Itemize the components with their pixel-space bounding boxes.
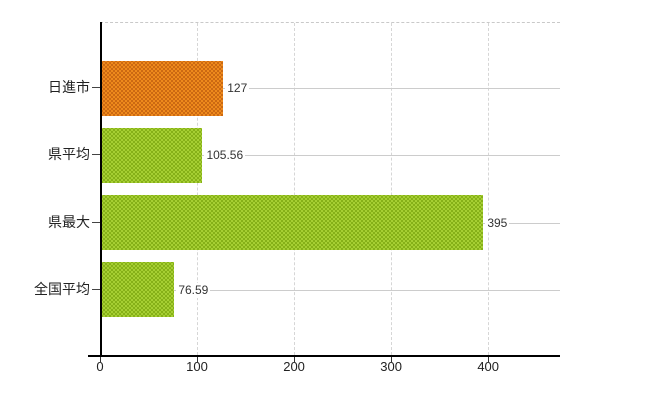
category-tick-県平均 [92, 154, 100, 156]
value-label-日進市: 127 [225, 81, 250, 96]
x-axis-tick-label-100: 100 [186, 359, 208, 374]
x-axis-tick-200 [294, 357, 296, 362]
x-axis-tick-label-400: 400 [477, 359, 500, 374]
category-label-県平均: 県平均 [48, 146, 90, 163]
bar-日進市 [100, 60, 224, 116]
category-label-日進市: 日進市 [48, 79, 90, 95]
bar-県最大 [100, 195, 484, 251]
bar-県平均 [100, 127, 203, 183]
bar-全国平均 [100, 262, 175, 318]
category-label-県最大: 県最大 [48, 213, 90, 230]
category-label-全国平均: 全国平均 [34, 280, 90, 297]
category-tick-全国平均 [92, 288, 100, 290]
category-gridline [100, 155, 560, 157]
plot-area: 127 105.56 395 76.59 [100, 22, 560, 355]
x-axis-tick-100 [197, 357, 199, 362]
x-axis-line [88, 355, 560, 357]
x-axis-tick-label-200: 200 [283, 359, 305, 374]
y-axis-line [100, 22, 102, 355]
gridline-x-200 [294, 23, 296, 355]
value-label-全国平均: 76.59 [176, 282, 211, 298]
x-axis-tick-0 [100, 357, 101, 362]
x-axis-tick-300 [391, 357, 393, 362]
gridline-x-300 [391, 23, 393, 355]
x-axis-tick-label-0: 0 [96, 359, 104, 374]
x-axis-tick-label-300: 300 [380, 359, 402, 374]
gridline-x-400 [488, 23, 490, 355]
category-tick-県最大 [92, 221, 100, 223]
gridline-x-100 [197, 23, 199, 355]
value-label-県平均: 105.56 [204, 148, 246, 164]
category-tick-日進市 [92, 87, 100, 88]
x-axis-tick-400 [488, 357, 490, 362]
category-gridline [100, 289, 560, 291]
category-gridline [100, 88, 560, 89]
value-label-県最大: 395 [485, 215, 510, 231]
